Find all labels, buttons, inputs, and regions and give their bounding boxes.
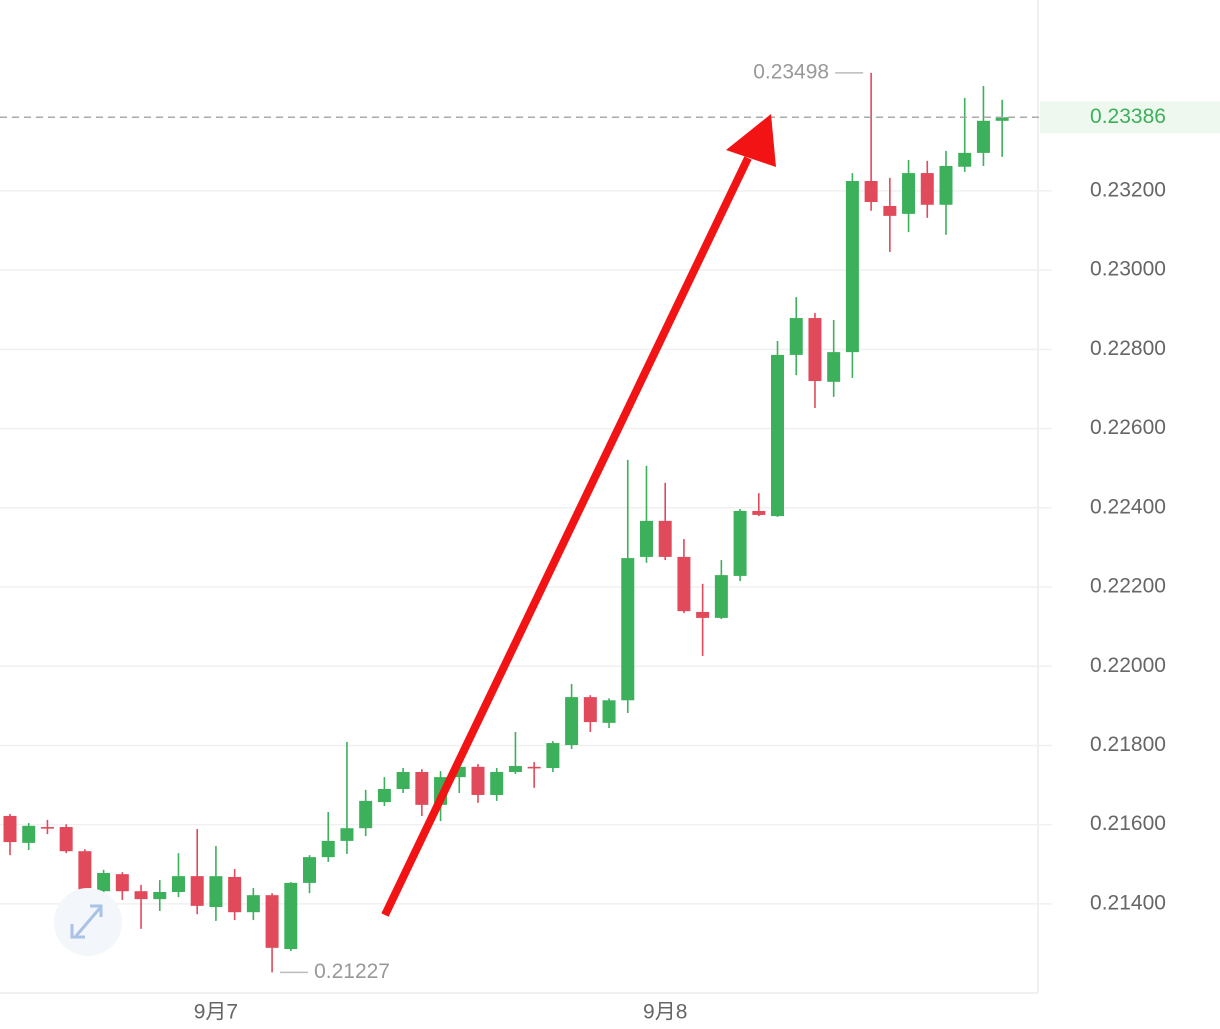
candle-body (265, 895, 279, 948)
candle-body (190, 876, 204, 906)
candle-body (153, 891, 167, 900)
candle-body (490, 771, 504, 795)
y-tick-label: 0.23200 (1090, 178, 1166, 201)
candle-body (228, 876, 242, 913)
candle-body (864, 181, 878, 203)
candle-body (40, 827, 54, 829)
candle-body (59, 827, 73, 852)
plot: 9月7 9月8 0.23498 0.21227 0.23386 (0, 60, 1220, 1024)
candle-body (527, 766, 541, 769)
candle-body (565, 697, 579, 746)
candle-body (508, 766, 522, 772)
candle-body (621, 558, 635, 701)
x-tick-label: 9月7 (194, 1001, 238, 1024)
candle-body (771, 354, 785, 517)
candle-body (546, 743, 560, 769)
candle-body (752, 510, 766, 515)
y-tick-label: 0.22600 (1090, 416, 1166, 439)
candle-body (677, 556, 691, 612)
candle-body (171, 876, 185, 892)
candle-body (340, 828, 354, 841)
candle-body (789, 318, 803, 355)
candle-body (696, 611, 710, 618)
candle-body (920, 173, 934, 205)
candle-body (583, 697, 597, 723)
last-price-label: 0.23386 (1090, 105, 1166, 128)
candle-body (321, 840, 335, 858)
last-price-box (1040, 101, 1220, 134)
candle-body (714, 575, 728, 618)
candle-body (939, 165, 953, 205)
candle-body (658, 520, 672, 557)
candle-body (976, 120, 990, 153)
candle-body (845, 181, 859, 353)
candle-body (303, 857, 317, 883)
candle-body (115, 874, 129, 892)
expand-icon[interactable] (54, 888, 122, 956)
candle-body (808, 318, 822, 382)
y-tick-label: 0.22400 (1090, 495, 1166, 518)
candle-body (639, 520, 653, 557)
candle-body (902, 173, 916, 214)
candle-body (883, 205, 897, 216)
candle-body (22, 825, 36, 843)
candle-body (602, 700, 616, 723)
x-tick-label: 9月8 (643, 1001, 687, 1024)
candle-body (415, 771, 429, 805)
candle-body (396, 771, 410, 790)
candle-body (471, 766, 485, 795)
grid: 0.21400 0.21600 0.21800 0.22000 0.22200 0.224… (0, 178, 1166, 914)
y-tick-label: 0.21600 (1090, 812, 1166, 835)
candle-body (209, 876, 223, 908)
trend-arrow (381, 114, 776, 917)
y-tick-label: 0.22200 (1090, 575, 1166, 598)
y-tick-label: 0.21400 (1090, 891, 1166, 914)
candle-body (359, 800, 373, 829)
y-tick-label: 0.22800 (1090, 337, 1166, 360)
candle-body (958, 152, 972, 167)
high-label: 0.23498 (753, 60, 829, 83)
candle-body (3, 815, 17, 843)
candle-body (78, 851, 92, 891)
candle-body (377, 789, 391, 803)
candle-body (452, 766, 466, 778)
candle-body (97, 872, 111, 892)
candle-body (284, 882, 298, 950)
candle-body (827, 352, 841, 382)
low-label: 0.21227 (314, 960, 390, 983)
y-tick-label: 0.21800 (1090, 733, 1166, 756)
candle-body (733, 510, 747, 576)
candle-body (995, 117, 1009, 121)
y-tick-label: 0.23000 (1090, 258, 1166, 281)
candle-body (134, 891, 148, 900)
candle-body (246, 895, 260, 913)
y-tick-label: 0.22000 (1090, 654, 1166, 677)
